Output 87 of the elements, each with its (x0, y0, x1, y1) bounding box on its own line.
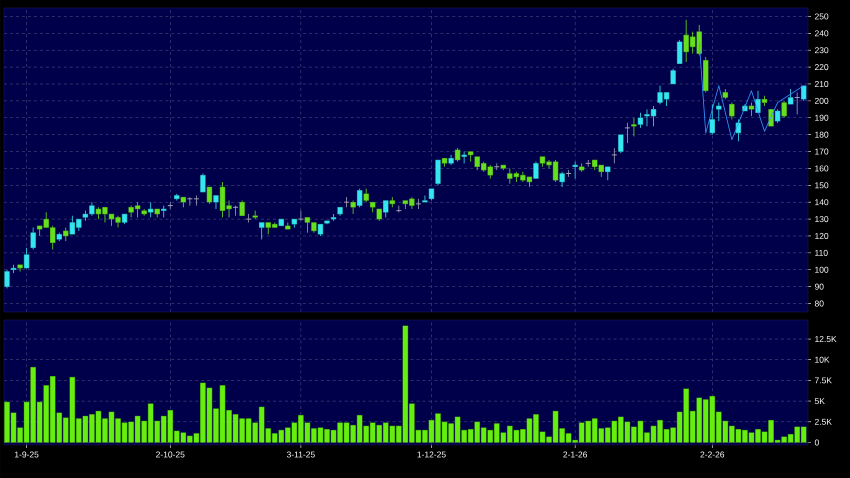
candlestick (213, 195, 219, 210)
candlestick (428, 188, 434, 201)
candlestick (624, 122, 630, 144)
y-tick-label: 210 (814, 80, 828, 87)
candlestick (356, 188, 362, 208)
x-tick-label: 2-10-25 (156, 452, 185, 458)
candlestick (722, 88, 728, 100)
y-tick-label: 170 (815, 148, 828, 155)
y-tick-label: 90 (814, 284, 824, 290)
candlestick (206, 186, 212, 204)
y-tick-label: 220 (814, 64, 828, 70)
candlestick (716, 102, 722, 122)
candlestick (611, 148, 618, 164)
candlestick (468, 151, 474, 162)
candlestick (605, 166, 611, 181)
candlestick (4, 269, 10, 289)
candlestick (736, 119, 742, 142)
candlestick (232, 205, 239, 216)
y-tick-label: 110 (815, 250, 828, 256)
y-tick-label: 10K (815, 356, 830, 363)
candlestick (435, 160, 441, 186)
candlestick (559, 171, 565, 188)
x-tick-label: 1-12-25 (418, 452, 446, 458)
candlestick (383, 200, 388, 218)
candlestick (454, 148, 460, 162)
y-tick-label: 2.5K (814, 418, 832, 425)
candlestick (148, 202, 154, 218)
x-tick-label: 3-11-25 (286, 452, 315, 458)
candlestick (729, 102, 735, 120)
candlestick (461, 151, 467, 164)
candlestick (298, 210, 304, 222)
candlestick (30, 227, 36, 250)
candlestick (390, 196, 396, 208)
candlestick (638, 112, 644, 128)
candlestick (768, 108, 774, 127)
candlestick (794, 92, 800, 115)
candlestick (572, 161, 578, 179)
candlestick (370, 202, 376, 213)
y-tick-label: 150 (815, 182, 828, 188)
candlestick (676, 40, 682, 64)
y-tick-label: 7.5K (814, 377, 832, 384)
candlestick (344, 196, 350, 208)
y-tick-label: 12.5K (815, 336, 837, 342)
candlestick (748, 102, 754, 116)
candlestick (762, 95, 768, 106)
candlestick (781, 100, 787, 118)
candlestick (631, 117, 637, 137)
y-tick-label: 130 (815, 216, 828, 222)
candlestick (63, 227, 69, 242)
candlestick (122, 214, 128, 225)
x-tick-label: 1-9-25 (15, 452, 38, 458)
candlestick (774, 108, 780, 124)
y-tick-label: 180 (815, 132, 828, 138)
candlestick (788, 88, 794, 105)
candlestick (161, 205, 166, 218)
y-tick-label: 240 (814, 30, 828, 36)
candlestick (24, 247, 30, 268)
x-tick-label: 2-2-26 (700, 452, 724, 458)
candlestick (258, 222, 264, 240)
y-tick-label: 140 (815, 199, 828, 206)
y-tick-label: 80 (814, 300, 824, 307)
y-tick-label: 5K (814, 398, 825, 404)
candlestick (376, 208, 382, 222)
candlestick (533, 161, 539, 179)
y-tick-label: 120 (815, 232, 828, 239)
candlestick (350, 200, 356, 214)
candlestick (566, 170, 572, 178)
candlestick (448, 154, 454, 166)
candlestick (800, 85, 806, 102)
candlestick (363, 188, 369, 203)
candlestick (670, 68, 676, 84)
y-tick-label: 190 (815, 114, 828, 121)
candlestick (239, 200, 245, 216)
y-tick-label: 200 (814, 98, 828, 104)
candlestick (318, 224, 324, 236)
candlestick (618, 134, 624, 154)
candlestick (710, 104, 716, 136)
candlestick (180, 196, 186, 208)
candlestick (200, 173, 206, 192)
candlestick (415, 198, 422, 210)
y-tick-label: 160 (815, 165, 828, 172)
y-tick-label: 250 (814, 13, 828, 20)
y-tick-label: 100 (815, 266, 828, 273)
candlestick (246, 214, 252, 223)
y-tick-label: 0 (814, 440, 819, 446)
y-tick-label: 230 (814, 47, 828, 54)
x-tick-label: 2-1-26 (563, 452, 588, 458)
